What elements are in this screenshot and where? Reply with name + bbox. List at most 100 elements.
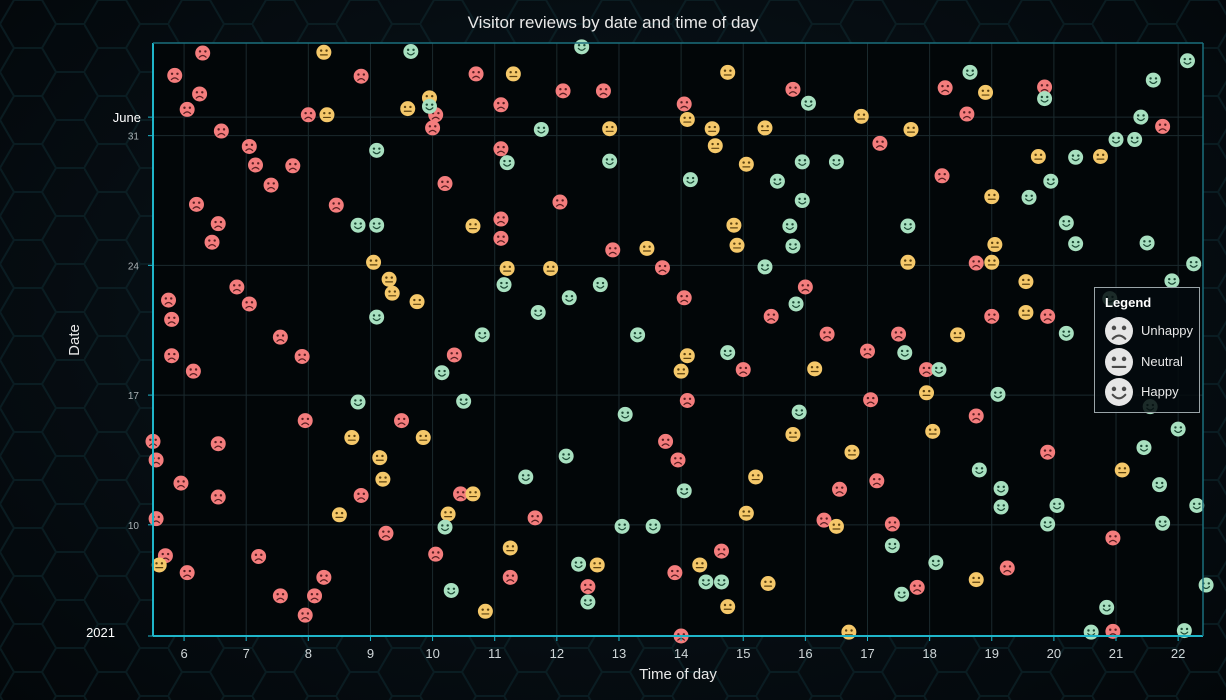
review-point-neutral [828,518,844,534]
review-point-unhappy [229,279,245,295]
review-point-unhappy [272,588,288,604]
review-point-neutral [602,121,618,137]
review-point-neutral [465,486,481,502]
review-point-neutral [409,294,425,310]
review-point-unhappy [378,525,394,541]
review-point-neutral [673,363,689,379]
review-point-happy [1155,515,1171,531]
review-point-unhappy [307,588,323,604]
review-point-unhappy [241,296,257,312]
review-point-unhappy [185,363,201,379]
y-tick-label: 17 [128,391,140,402]
review-point-unhappy [241,138,257,154]
review-point-neutral [375,471,391,487]
review-point-unhappy [437,176,453,192]
review-point-happy [794,154,810,170]
review-point-unhappy [493,97,509,113]
x-tick-label: 7 [243,646,250,661]
review-point-happy [897,345,913,361]
x-tick-label: 8 [305,646,312,661]
review-point-unhappy [173,475,189,491]
review-point-happy [682,172,698,188]
review-point-unhappy [164,311,180,327]
review-point-unhappy [428,546,444,562]
review-point-happy [1108,132,1124,148]
review-point-happy [1037,91,1053,107]
review-point-neutral [987,237,1003,253]
review-point-happy [518,469,534,485]
review-point-unhappy [580,579,596,595]
review-point-neutral [841,624,857,640]
review-point-neutral [372,450,388,466]
review-point-happy [530,304,546,320]
review-point-neutral [748,469,764,485]
review-point-happy [1058,215,1074,231]
review-point-happy [720,345,736,361]
x-tick-label: 6 [180,646,187,661]
review-point-unhappy [297,413,313,429]
review-point-happy [1164,273,1180,289]
review-point-unhappy [251,548,267,564]
review-point-happy [928,555,944,571]
review-point-neutral [903,121,919,137]
review-point-unhappy [300,107,316,123]
review-point-neutral [316,44,332,60]
review-point-happy [782,218,798,234]
review-point-unhappy [316,569,332,585]
review-point-unhappy [248,157,264,173]
review-point-happy [617,406,633,422]
review-point-happy [791,404,807,420]
review-point-neutral [440,506,456,522]
review-point-neutral [925,423,941,439]
review-point-happy [1179,53,1195,69]
review-point-unhappy [192,86,208,102]
neutral-face-icon [1105,348,1133,376]
review-point-unhappy [676,290,692,306]
review-point-neutral [415,430,431,446]
review-point-happy [757,259,773,275]
review-point-happy [962,64,978,80]
review-point-neutral [844,444,860,460]
review-point-neutral [366,254,382,270]
x-tick-label: 10 [425,646,439,661]
review-point-happy [558,448,574,464]
review-point-unhappy [832,481,848,497]
review-point-happy [533,121,549,137]
y-tick-label: 31 [128,132,140,143]
review-point-happy [971,462,987,478]
legend-marker [1105,348,1133,376]
data-points [145,39,1214,644]
review-point-happy [800,95,816,111]
review-point-unhappy [161,292,177,308]
review-point-happy [1099,599,1115,615]
x-tick-label: 12 [550,646,564,661]
review-point-unhappy [1155,118,1171,134]
review-point-happy [474,327,490,343]
review-point-neutral [1018,274,1034,290]
review-point-unhappy [999,560,1015,576]
review-point-happy [769,173,785,189]
review-point-unhappy [872,135,888,151]
review-point-unhappy [204,234,220,250]
review-point-happy [676,483,692,499]
review-point-unhappy [869,473,885,489]
review-point-unhappy [816,512,832,528]
review-point-unhappy [468,66,484,82]
legend-item-neutral: Neutral [1103,347,1199,377]
review-point-happy [456,393,472,409]
review-point-unhappy [797,279,813,295]
review-point-unhappy [493,211,509,227]
review-point-unhappy [937,80,953,96]
review-point-unhappy [453,486,469,502]
x-axis-ticks: 6 7 8 9 10 11 12 13 14 15 16 17 18 19 20 21 22 [180,636,1185,661]
review-point-happy [1170,421,1186,437]
review-point-unhappy [493,141,509,157]
review-point-unhappy [527,510,543,526]
review-point-happy [993,481,1009,497]
review-point-unhappy [188,196,204,212]
review-point-unhappy [1037,79,1053,95]
review-point-happy [1176,623,1192,639]
review-point-neutral [738,505,754,521]
plot-area [153,43,1203,636]
review-point-neutral [477,603,493,619]
